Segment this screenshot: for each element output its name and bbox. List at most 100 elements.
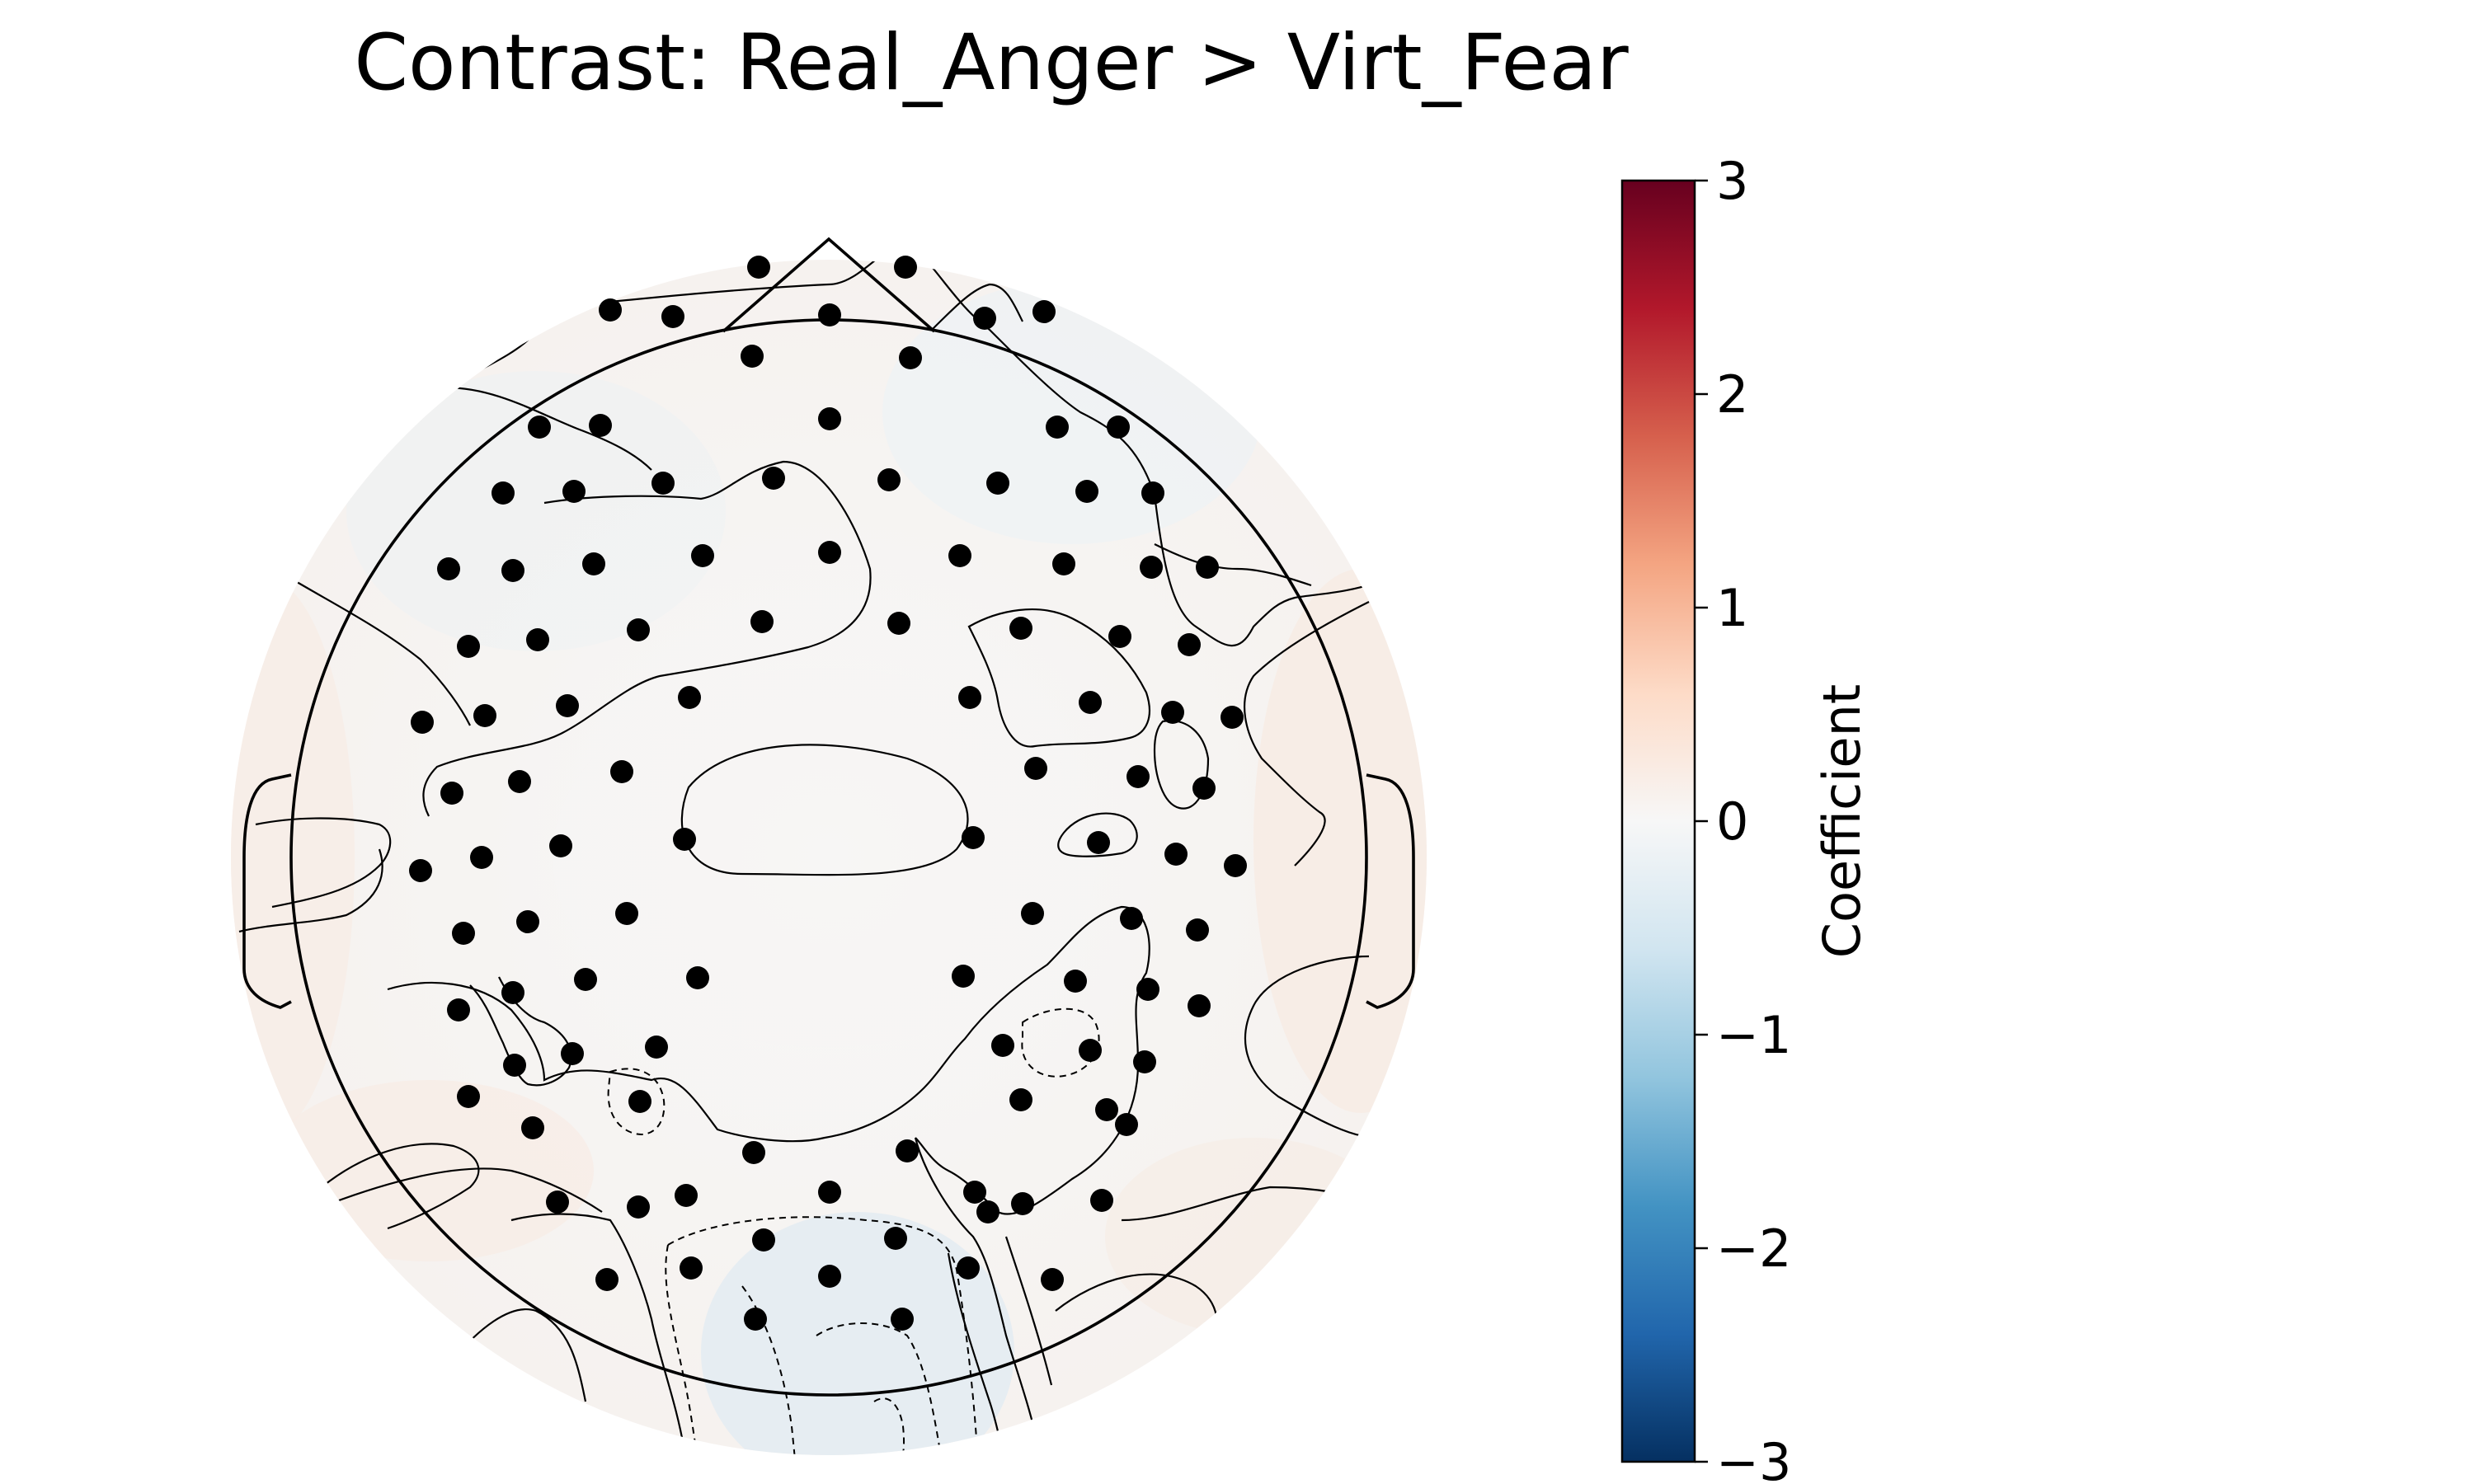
sensor-marker [957,1256,980,1280]
dashed-occipital-core [873,1397,905,1455]
sensor-marker [1141,481,1164,505]
sensor-marker [1090,1189,1113,1212]
dashed-occipital-inner [816,1322,941,1452]
sensor-marker [627,1195,650,1219]
sensor-marker [1161,701,1184,724]
contour-right-blob [967,608,1150,748]
colorbar-tick-label: 3 [1716,151,1748,211]
sensor-marker [1079,1039,1102,1062]
sensor-marker [501,981,524,1004]
sensor-marker [556,694,579,717]
sensor-marker [473,704,496,727]
colorbar-ticks: 3 2 1 0 −1 −2 −3 [1695,151,1791,1484]
sensor-marker [457,635,480,658]
topomap [231,237,1427,1455]
colorbar-gradient [1620,179,1696,1463]
sensor-layer [409,256,1247,1331]
tint-frontal-left [346,371,726,651]
sensor-marker [887,612,910,635]
sensor-marker [691,544,714,567]
sensor-marker [686,966,709,989]
sensor-marker [440,782,463,805]
sensor-marker [645,1036,668,1059]
sensor-marker [673,828,696,851]
sensor-marker [1186,918,1209,942]
sensor-marker [1188,994,1211,1017]
sensor-marker [1120,907,1143,930]
sensor-marker [1087,831,1110,854]
sensor-marker [1046,416,1069,439]
sensor-marker [411,711,434,734]
sensor-marker [818,541,841,564]
contour-right-tiny [1057,812,1138,857]
sensor-marker [503,1054,526,1077]
sensor-marker [742,1141,765,1164]
sensor-marker [661,305,684,328]
sensor-marker [1224,854,1247,877]
sensor-marker [678,686,701,709]
sensor-marker [952,965,975,988]
sensor-marker [528,416,551,439]
chart-title: Contrast: Real_Anger > Virt_Fear [354,18,1629,108]
contour-lower-loop [387,905,1150,1215]
contour-occipital-outer [510,1213,686,1452]
sensor-marker [1032,300,1056,323]
contour-lower-left-ring [321,1143,480,1230]
head-outline [242,237,1415,1397]
sensor-marker [1164,843,1188,866]
contour-lower-left-ring-2 [444,1308,587,1402]
sensor-marker [526,628,549,651]
sensor-marker [750,610,774,633]
sensor-marker [976,1200,999,1223]
sensor-marker [1024,757,1047,780]
dashed-left-small [607,1068,666,1135]
sensor-marker [457,1085,480,1108]
sensor-marker [549,834,572,857]
sensor-marker [1011,1192,1034,1215]
sensor-marker [409,859,432,882]
sensor-marker [973,307,996,330]
sensor-marker [1221,706,1244,729]
dashed-occipital-outer [667,1216,978,1452]
contour-lines [238,260,1386,1455]
sensor-marker [675,1184,698,1207]
sensor-marker [899,346,922,369]
sensor-marker [1095,1098,1118,1121]
sensor-marker [562,480,586,503]
sensor-marker [521,1116,544,1139]
tint-lower-right [1105,1138,1402,1336]
sensor-marker [1041,1268,1064,1291]
sensor-marker [492,481,515,505]
colorbar-tick-label: −3 [1716,1432,1791,1484]
sensor-marker [574,968,597,991]
contour-right-ring [1244,955,1378,1139]
sensor-marker [1009,1088,1032,1111]
tint-occipital [701,1212,1014,1455]
right-ear-icon [1366,773,1415,1009]
sensor-marker [958,686,981,709]
sensor-marker [1140,556,1163,579]
sensor-marker [470,846,493,869]
colorbar-label: Coefficient [1812,684,1872,958]
sensor-marker [599,298,622,322]
contour-occipital-right [914,1137,1041,1452]
sensor-marker [546,1190,569,1214]
contour-right-small [1153,720,1210,810]
sensor-marker [884,1227,907,1250]
sensor-marker [582,552,605,575]
contour-left-upper-curve [444,386,652,471]
sensor-marker [1075,480,1098,503]
sensor-marker [752,1228,775,1252]
tint-frontal-right [882,280,1262,544]
sensor-marker [1009,617,1032,640]
sensor-marker [1136,978,1159,1001]
tint-lower-left [264,1080,594,1261]
sensor-marker [437,557,460,580]
contour-right-occ-2 [1004,1236,1053,1386]
sensor-marker [962,826,985,849]
sensor-marker [651,472,675,495]
sensor-marker [762,467,785,490]
colorbar-tick-label: −2 [1716,1219,1791,1279]
sensor-marker [1178,633,1201,656]
sensor-marker [818,1265,841,1288]
